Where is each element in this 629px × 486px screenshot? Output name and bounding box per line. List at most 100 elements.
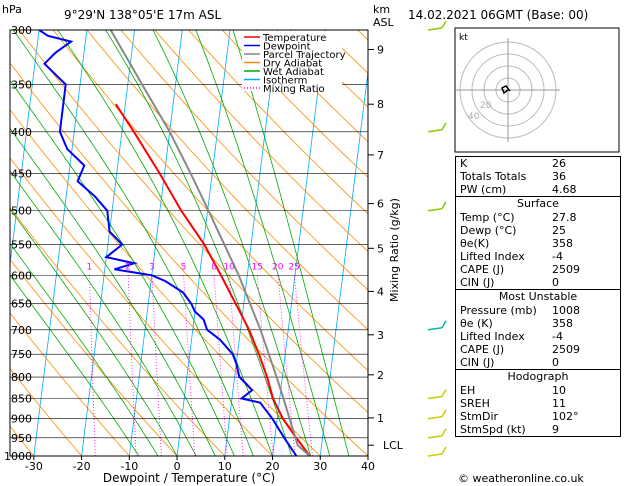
surface-label: Lifted Index (460, 250, 525, 263)
surface-label: CIN (J) (460, 276, 495, 289)
pressure-tick-label: 550 (11, 238, 32, 251)
most-unstable-value: 0 (552, 356, 559, 369)
surface-row: Temp (°C) 27.8 (456, 211, 620, 224)
dry-adiabat-line (120, 30, 368, 291)
hodograph-stat-value: 10 (552, 384, 566, 397)
dry-adiabat-line (52, 30, 368, 372)
isotherm-line (10, 30, 40, 268)
mixing-ratio-line (89, 275, 96, 456)
index-row: Totals Totals 36 (456, 170, 620, 183)
hodograph-stat-label: EH (460, 384, 476, 397)
pressure-tick-label: 450 (11, 167, 32, 180)
parcel-line (109, 30, 311, 456)
most-unstable-row: Pressure (mb) 1008 (456, 304, 620, 317)
most-unstable-label: θe (K) (460, 317, 493, 330)
asl-unit: ASL (373, 16, 395, 29)
index-label: Totals Totals (460, 170, 527, 183)
hodograph-stat-row: EH 10 (456, 384, 620, 397)
surface-value: 2509 (552, 263, 580, 276)
most-unstable-label: CIN (J) (460, 356, 495, 369)
most-unstable-label: CAPE (J) (460, 343, 505, 356)
surface-value: 0 (552, 276, 559, 289)
wind-barb-flag (441, 409, 447, 418)
wind-barb-flag (441, 320, 447, 329)
dewpoint-line (38, 30, 298, 456)
legend-label: Wet Adiabat (263, 67, 324, 78)
most-unstable-title: Most Unstable (498, 290, 578, 303)
x-tick-label: -30 (25, 460, 43, 473)
isotherm-line (272, 30, 326, 456)
pressure-tick-label: 300 (11, 24, 32, 37)
km-tick-label: 5 (377, 242, 384, 255)
dry-adiabat-line (10, 312, 130, 456)
most-unstable-value: 358 (552, 317, 573, 330)
x-axis-title: Dewpoint / Temperature (°C) (103, 471, 275, 485)
mixing-ratio-line (151, 275, 162, 456)
pressure-tick-label: 350 (11, 79, 32, 92)
datetime-title: 14.02.2021 06GMT (Base: 00) (408, 8, 588, 22)
most-unstable-section: Most Unstable Pressure (mb) 1008 θe (K) 358… (456, 289, 620, 369)
lcl-label: LCL (383, 439, 404, 452)
wind-barbs (427, 20, 447, 457)
hodograph-ring-label: 40 (468, 112, 480, 122)
surface-row: CIN (J) 0 (456, 276, 620, 289)
pressure-tick-label: 600 (11, 269, 32, 282)
isotherm-line (128, 30, 183, 456)
axes: 1 2 3 5 8 10 15 20 25300350400450500550600650700… (4, 24, 404, 473)
wind-barb-flag (441, 389, 447, 397)
footer-credit: © weatheronline.co.uk (458, 472, 584, 485)
hodograph-stat-value: 11 (552, 397, 566, 410)
most-unstable-value: 2509 (552, 343, 580, 356)
wind-barb (427, 27, 443, 31)
mixing-ratio-line (183, 275, 196, 456)
index-row: PW (cm) 4.68 (456, 183, 620, 196)
km-tick-label: 9 (377, 44, 384, 57)
hodograph-title: Hodograph (507, 370, 569, 383)
pressure-tick-label: 650 (11, 298, 32, 311)
mixing-ratio-label: 8 (211, 262, 217, 272)
hodograph-unit: kt (459, 33, 468, 43)
pressure-tick-label: 400 (11, 126, 32, 139)
isotherm-line (81, 30, 135, 456)
hodograph-stat-row: SREH 11 (456, 397, 620, 410)
dry-adiabat-line (10, 367, 82, 456)
wind-barb-flag (441, 428, 447, 437)
dry-adiabat-line (188, 30, 368, 215)
wind-barb (427, 435, 443, 439)
plot-lines (10, 30, 368, 456)
wind-barb (427, 453, 443, 457)
index-value: 36 (552, 170, 566, 183)
most-unstable-label: Pressure (mb) (460, 304, 537, 317)
most-unstable-row: Lifted Index -4 (456, 330, 620, 343)
wind-barb (427, 395, 443, 400)
pressure-tick-label: 850 (11, 392, 32, 405)
dry-adiabat-line (154, 30, 368, 253)
km-tick-label: 4 (377, 285, 384, 298)
pressure-tick-label: 900 (11, 413, 32, 426)
hodograph-stat-value: 102° (552, 410, 579, 423)
most-unstable-row: θe (K) 358 (456, 317, 620, 330)
km-tick-label: 7 (377, 149, 384, 162)
x-tick-label: 20 (266, 460, 280, 473)
surface-label: Dewp (°C) (460, 224, 517, 237)
wind-barb-flag (441, 201, 447, 210)
km-tick-label: 3 (377, 329, 384, 342)
surface-value: 25 (552, 224, 566, 237)
most-unstable-value: -4 (552, 330, 563, 343)
most-unstable-label: Lifted Index (460, 330, 525, 343)
mixing-ratio-title: Mixing Ratio (g/kg) (388, 198, 401, 302)
hodograph-stat-label: SREH (460, 397, 490, 410)
x-tick-label: -10 (120, 460, 138, 473)
pressure-tick-label: 950 (11, 432, 32, 445)
x-tick-label: 10 (218, 460, 232, 473)
surface-value: 358 (552, 237, 573, 250)
hodograph-stat-label: StmSpd (kt) (460, 423, 526, 436)
surface-value: 27.8 (552, 211, 577, 224)
wind-barb (427, 208, 443, 212)
wind-barb (427, 415, 443, 420)
wind-barb-flag (441, 122, 447, 131)
km-tick-label: 1 (377, 412, 384, 425)
isotherm-line (33, 30, 88, 456)
km-unit: km (373, 3, 390, 16)
